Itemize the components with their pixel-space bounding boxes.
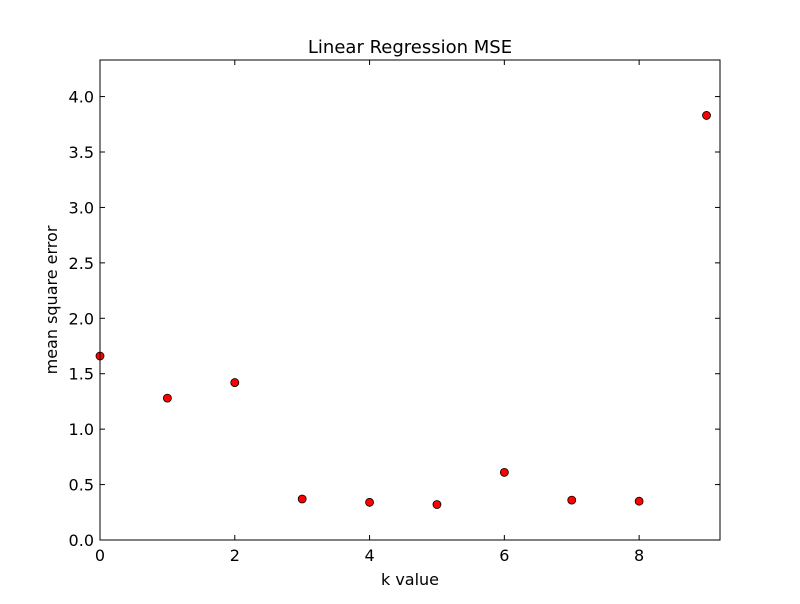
x-tick-label: 4 [364,546,374,565]
axis-ticks: 0 2 4 6 8 0.0 0.5 1.0 1.5 2.0 2.5 3.0 3.5 4.0 [69,60,720,565]
chart-title: Linear Regression MSE [308,37,512,58]
y-tick-label: 1.0 [69,420,94,439]
x-tick-label: 6 [499,546,509,565]
x-tick-label: 8 [634,546,644,565]
data-point [432,500,442,509]
y-tick-label: 2.5 [69,254,94,273]
data-point [567,495,577,505]
plot-area-frame [99,59,721,541]
data-point [230,378,240,387]
y-tick-label: 0.0 [69,531,94,550]
x-tick-label: 0 [95,546,105,565]
y-axis-label: mean square error [42,225,61,374]
y-tick-label: 3.5 [69,143,94,162]
x-axis-label: k value [381,570,439,589]
y-tick-label: 2.0 [69,309,94,328]
y-tick-label: 4.0 [69,88,94,107]
y-tick-label: 0.5 [69,476,94,495]
data-point [365,497,374,507]
data-point [499,467,509,477]
data-point [702,111,711,120]
data-point [634,496,644,506]
data-points [95,111,711,509]
y-tick-label: 3.0 [69,198,94,217]
y-tick-label: 1.5 [69,365,94,384]
x-tick-label: 2 [230,546,240,565]
data-point [297,494,307,504]
data-point [162,393,172,403]
